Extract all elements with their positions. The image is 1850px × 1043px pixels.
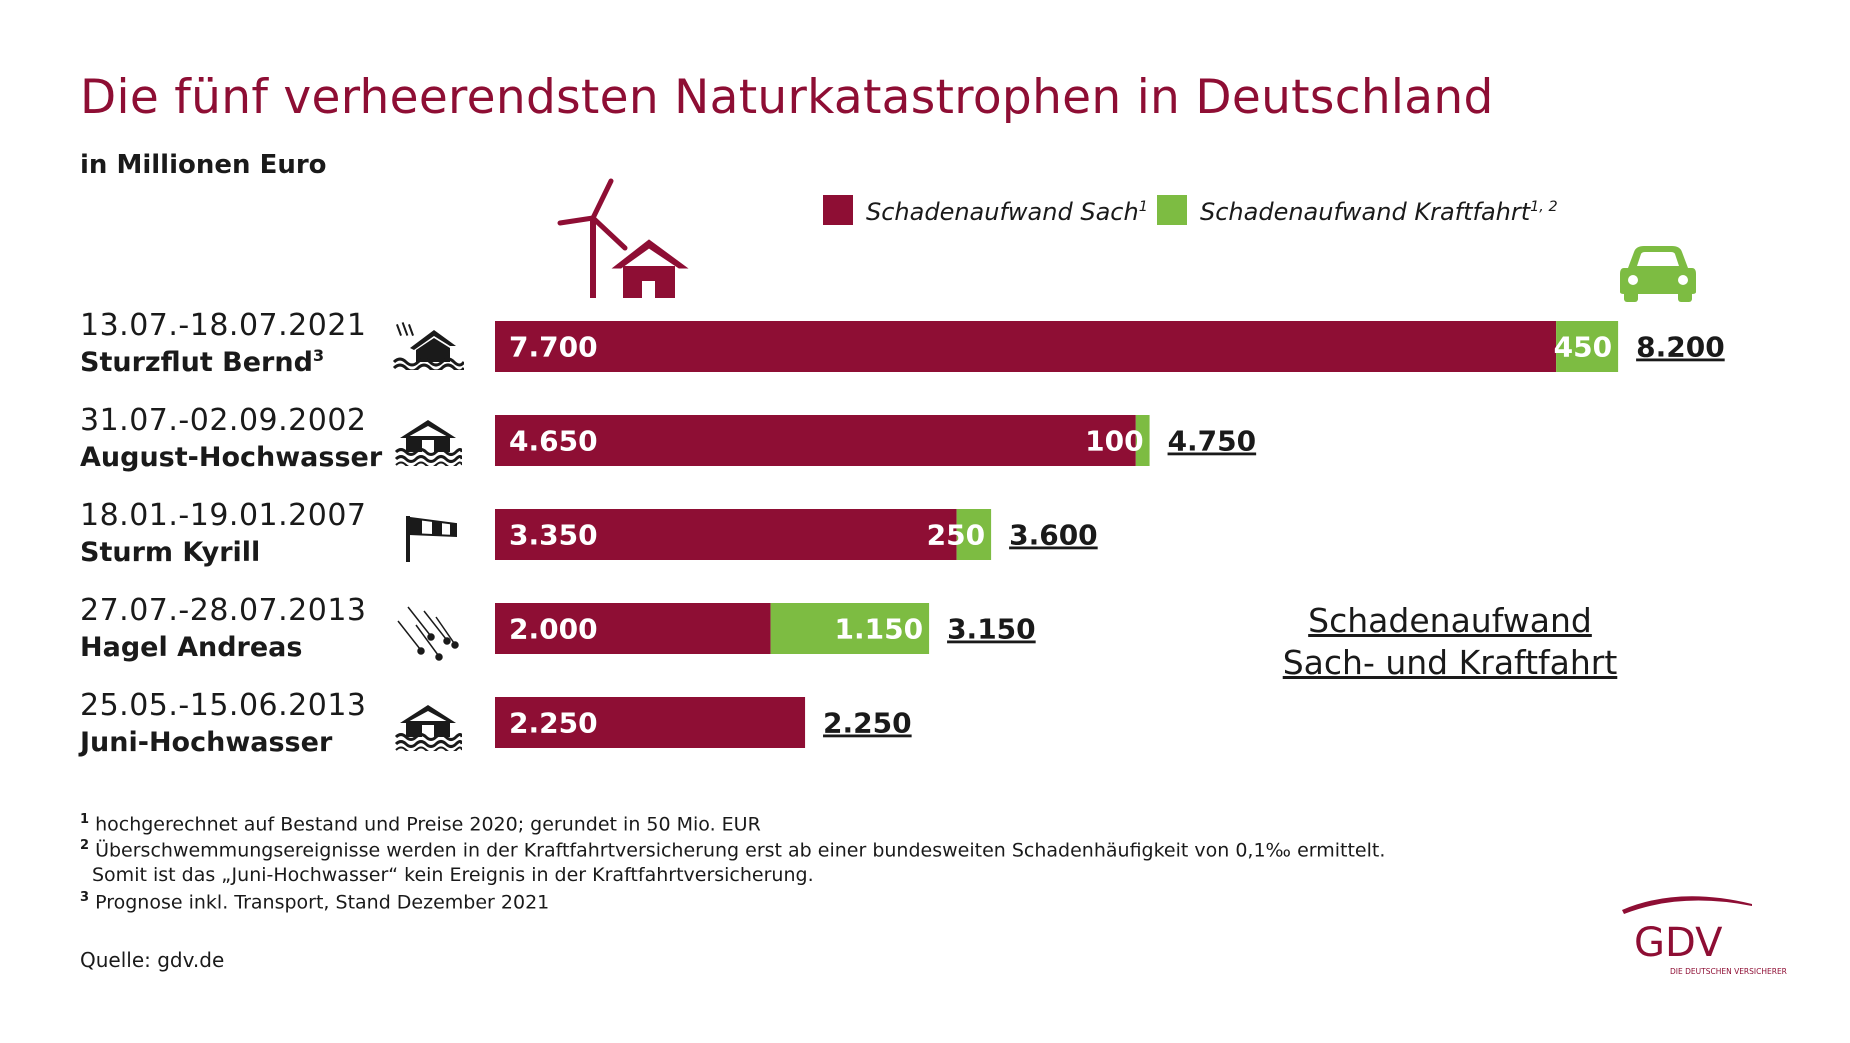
total-annotation: Schadenaufwand Sach- und Kraftfahrt xyxy=(1260,600,1640,684)
legend-label-sach: Schadenaufwand Sach1 xyxy=(866,198,1148,226)
bar-value-kraftfahrt: 250 xyxy=(927,519,985,552)
logo-text: GDV xyxy=(1634,920,1723,966)
event-name: August-Hochwasser xyxy=(80,441,382,473)
bar-value-sach: 2.000 xyxy=(509,613,598,646)
event-name-sup: 3 xyxy=(312,346,325,365)
event-name-text: Sturzflut Bernd xyxy=(80,347,313,378)
footnote: 2 Überschwemmungsereignisse werden in de… xyxy=(80,838,1385,861)
event-name: Sturzflut Bernd3 xyxy=(80,346,324,378)
legend-sach-sup: 1 xyxy=(1138,199,1148,215)
event-date: 31.07.-02.09.2002 xyxy=(80,403,367,438)
footnote-text: Prognose inkl. Transport, Stand Dezember… xyxy=(95,891,550,914)
annotation-line1: Schadenaufwand xyxy=(1308,601,1592,640)
flood-house-icon xyxy=(394,420,462,466)
annotation-line2: Sach- und Kraftfahrt xyxy=(1282,643,1618,682)
source-note: Quelle: gdv.de xyxy=(80,948,225,972)
event-name-text: Juni-Hochwasser xyxy=(80,727,333,758)
bar-value-sach: 4.650 xyxy=(509,425,598,458)
bar-value-sach: 7.700 xyxy=(509,331,598,364)
bar-sach xyxy=(495,603,771,654)
event-name: Hagel Andreas xyxy=(80,631,302,663)
footnote: Somit ist das „Juni-Hochwasser“ kein Ere… xyxy=(92,864,814,886)
flood-house-icon xyxy=(394,705,462,751)
legend-kfz-text: Schadenaufwand Kraftfahrt xyxy=(1200,198,1531,226)
bar-kraftfahrt xyxy=(1135,415,1150,466)
event-date: 13.07.-18.07.2021 xyxy=(80,308,367,343)
bar-kraftfahrt xyxy=(1556,321,1619,372)
legend-sach-text: Schadenaufwand Sach xyxy=(866,198,1139,226)
event-date: 18.01.-19.01.2007 xyxy=(80,498,367,533)
bar-total-label: 8.200 xyxy=(1636,331,1725,364)
car-icon xyxy=(1620,246,1696,302)
bar-kraftfahrt xyxy=(956,509,992,560)
logo-tagline: DIE DEUTSCHEN VERSICHERER xyxy=(1670,967,1787,976)
bar-sach xyxy=(495,321,1557,372)
footnote-mark: 3 xyxy=(80,890,90,905)
page-title: Die fünf verheerendsten Naturkatastrophe… xyxy=(80,70,1494,125)
event-name-text: Sturm Kyrill xyxy=(80,537,261,568)
event-name-text: Hagel Andreas xyxy=(80,632,303,663)
chart-subtitle: in Millionen Euro xyxy=(80,150,327,180)
gdv-logo: GDV DIE DEUTSCHEN VERSICHERER xyxy=(1622,896,1787,976)
footnote: 1 hochgerechnet auf Bestand und Preise 2… xyxy=(80,812,761,835)
bar-value-kraftfahrt: 450 xyxy=(1554,331,1612,364)
event-date: 27.07.-28.07.2013 xyxy=(80,593,367,628)
footnote-text: Somit ist das „Juni-Hochwasser“ kein Ere… xyxy=(92,864,814,886)
bar-value-kraftfahrt: 100 xyxy=(1085,425,1143,458)
footnote-mark: 1 xyxy=(80,812,90,827)
footnote: 3 Prognose inkl. Transport, Stand Dezemb… xyxy=(80,890,549,913)
legend-swatch-kfz xyxy=(1157,195,1187,225)
footnote-text: hochgerechnet auf Bestand und Preise 202… xyxy=(95,813,761,836)
bar-value-kraftfahrt: 1.150 xyxy=(835,613,924,646)
footnote-mark: 2 xyxy=(80,838,90,853)
bar-value-sach: 2.250 xyxy=(509,707,598,740)
bar-total-label: 2.250 xyxy=(823,707,912,740)
event-name-text: August-Hochwasser xyxy=(80,442,383,473)
bar-total-label: 4.750 xyxy=(1168,425,1257,458)
windsock-icon xyxy=(406,516,457,562)
legend-swatch-sach xyxy=(823,195,853,225)
hail-icon xyxy=(397,606,459,661)
wind-turbine-house-icon xyxy=(557,178,689,298)
legend-label-kfz: Schadenaufwand Kraftfahrt1, 2 xyxy=(1200,198,1558,226)
legend-kfz-sup: 1, 2 xyxy=(1530,199,1558,215)
event-name: Juni-Hochwasser xyxy=(80,726,332,758)
bar-sach xyxy=(495,697,806,748)
event-name: Sturm Kyrill xyxy=(80,536,260,568)
bar-total-label: 3.150 xyxy=(947,613,1036,646)
bar-kraftfahrt xyxy=(770,603,930,654)
flooded-house-icon xyxy=(392,322,464,370)
bar-value-sach: 3.350 xyxy=(509,519,598,552)
bar-sach xyxy=(495,415,1136,466)
bar-total-label: 3.600 xyxy=(1009,519,1098,552)
bar-sach xyxy=(495,509,957,560)
footnote-text: Überschwemmungsereignisse werden in der … xyxy=(95,839,1386,862)
event-date: 25.05.-15.06.2013 xyxy=(80,688,367,723)
